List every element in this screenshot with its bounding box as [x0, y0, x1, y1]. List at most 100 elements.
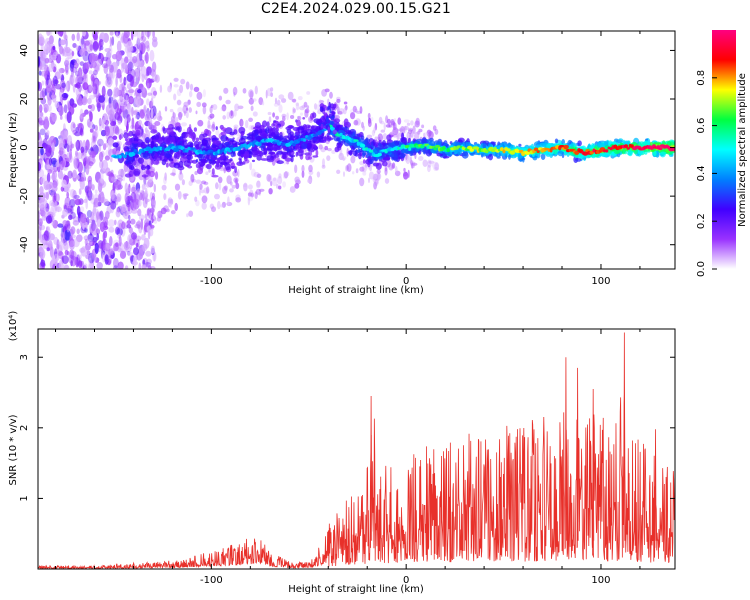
- spectrogram-cell: [122, 171, 126, 182]
- spectrogram-cell: [88, 161, 94, 167]
- spectrogram-cell: [505, 148, 511, 152]
- spectrogram-cell: [250, 105, 254, 112]
- spectrogram-cell: [355, 110, 362, 114]
- spectrogram-cell: [95, 128, 99, 138]
- spectrogram-cell: [149, 68, 155, 76]
- spectrogram-cell: [245, 119, 249, 129]
- spectrogram-cell: [212, 121, 216, 129]
- spectrogram-cell: [287, 133, 292, 140]
- spectrogram-cell: [41, 87, 46, 98]
- spectrogram-cell: [605, 149, 609, 153]
- snr-x-axis-label: Height of straight line (km): [288, 584, 424, 595]
- spectrogram-cell: [83, 263, 88, 269]
- spectrogram-cell: [427, 159, 432, 168]
- spectrogram-cell: [297, 126, 305, 134]
- colorbar-tick-label: 0.8: [696, 70, 707, 86]
- spectrogram-cell: [54, 200, 58, 212]
- spectrogram-cell: [173, 84, 179, 88]
- spectrogram-cell: [311, 125, 315, 130]
- spectrogram-cell: [131, 209, 138, 214]
- spectrogram-cell: [514, 152, 517, 158]
- spectrogram-cell: [146, 152, 154, 157]
- spectrogram-cell: [113, 257, 119, 269]
- spectrogram-cell: [299, 106, 305, 111]
- spectrogram-cell: [166, 136, 174, 144]
- spectrogram-cell: [180, 78, 186, 85]
- spectrogram-cell: [108, 144, 112, 157]
- spectrogram-cell: [102, 116, 106, 124]
- spectrogram-cell: [68, 153, 73, 163]
- spectrogram-cell: [281, 113, 287, 118]
- spectrogram-cell: [343, 118, 349, 126]
- spectrogram-cell: [61, 82, 66, 89]
- spectrogram-cell: [146, 225, 151, 233]
- spectrogram-cell: [156, 216, 162, 222]
- spectrogram-cell: [172, 112, 176, 119]
- spectrogram-cell: [303, 101, 308, 108]
- spectrogram-cell: [114, 87, 120, 97]
- spectrogram-cell: [395, 166, 398, 174]
- spectrogram-cell: [114, 219, 117, 226]
- spectrogram-cell: [188, 107, 192, 113]
- spectrogram-cell: [111, 61, 118, 73]
- spectrogram-cell: [155, 155, 162, 161]
- y-tick-label: -20: [19, 188, 30, 204]
- spectrogram-cell: [138, 83, 144, 91]
- snr-series-line: [38, 332, 675, 569]
- spectrogram-cell: [367, 112, 371, 120]
- spectrogram-cell: [151, 39, 158, 48]
- spectrogram-cell: [38, 110, 41, 117]
- spectrogram-cell: [79, 206, 85, 213]
- y-tick-label: 0: [19, 144, 30, 150]
- spectrogram-cell: [128, 183, 131, 194]
- spectrogram-cell: [327, 126, 330, 134]
- spectrogram-cell: [376, 172, 379, 179]
- spectrogram-cell: [141, 128, 144, 138]
- spectrogram-cell: [276, 184, 279, 189]
- spectrogram-cell: [238, 157, 242, 161]
- spectrogram-cell: [47, 226, 50, 231]
- spectrogram-cell: [104, 155, 110, 161]
- spectrogram-cell: [115, 242, 119, 247]
- spectrogram-cell: [98, 242, 105, 250]
- spectrogram-cell: [59, 45, 63, 55]
- spectrogram-cell: [115, 76, 118, 87]
- spectrogram-cell: [73, 62, 79, 69]
- spectrogram-cell: [369, 149, 374, 153]
- spectrogram-cell: [40, 177, 45, 185]
- spectrogram-cell: [207, 158, 213, 162]
- spectrogram-cell: [105, 76, 113, 88]
- spectrogram-cell: [197, 119, 204, 127]
- spectrogram-cell: [114, 126, 120, 135]
- spectrogram-cell: [110, 247, 114, 256]
- spectrogram-cell: [186, 126, 192, 135]
- spectrogram-cell: [488, 153, 493, 161]
- spectrogram-cell: [225, 159, 232, 164]
- spectrogram-cell: [40, 249, 46, 260]
- spectrogram-cell: [178, 172, 184, 181]
- spectrogram-cell: [116, 154, 120, 159]
- spectrogram-cell: [102, 63, 109, 69]
- spectrogram-cell: [115, 50, 122, 62]
- spectrogram-cell: [233, 124, 239, 129]
- spectrogram-cell: [194, 196, 198, 202]
- spectrogram-cell: [97, 138, 104, 147]
- spectrogram-cell: [396, 132, 401, 140]
- spectrogram-cell: [202, 105, 207, 115]
- spectrogram-cell: [173, 93, 177, 101]
- spectrogram-cell: [142, 86, 146, 94]
- spectrogram-cell: [131, 106, 134, 117]
- spectrogram-cell: [85, 139, 90, 151]
- spectrogram-cell: [384, 178, 390, 184]
- spectrogram-cell: [199, 183, 203, 190]
- spectrogram-cell: [259, 128, 263, 134]
- spectrogram-cell: [46, 77, 49, 86]
- spectrogram-cell: [392, 162, 396, 169]
- spectrogram-cell: [132, 141, 139, 144]
- spectrogram-cell: [112, 142, 119, 148]
- spectrogram-cell: [115, 31, 119, 37]
- spectrogram-cell: [147, 121, 152, 128]
- spectrogram-cell: [64, 196, 71, 208]
- spectrogram-cell: [458, 137, 465, 143]
- spectrogram-cell: [43, 180, 50, 191]
